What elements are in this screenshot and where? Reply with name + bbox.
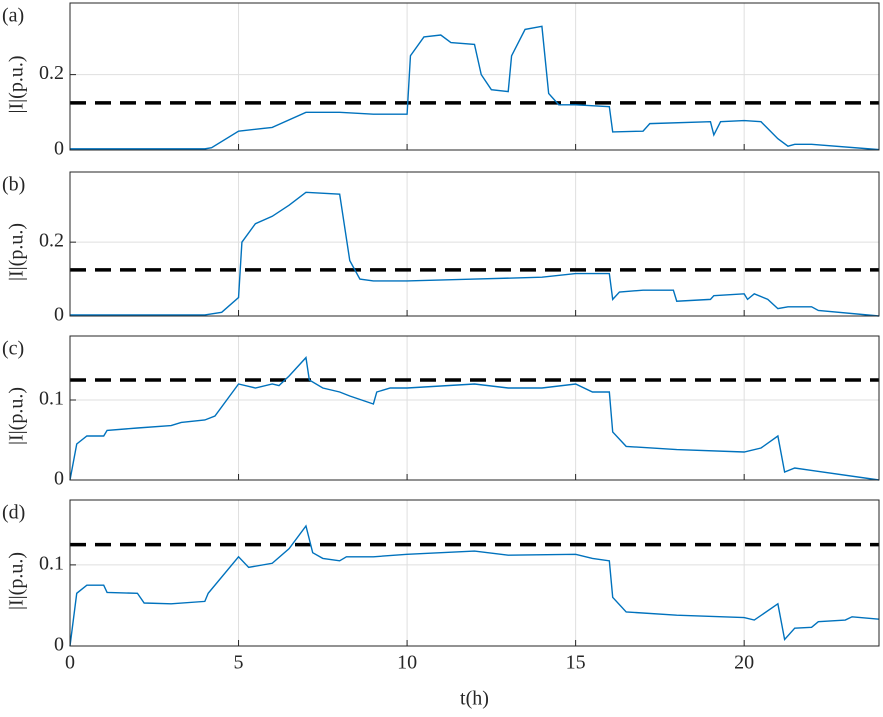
y-axis-label: |I|(p.u.) [6, 552, 28, 610]
data-line [70, 25, 880, 151]
axes-box [69, 2, 880, 151]
panel-label: (b) [2, 174, 25, 196]
x-axis-label: t(h) [460, 688, 489, 710]
y-tick-label: 0 [54, 634, 64, 656]
x-tick-label: 20 [734, 652, 754, 674]
y-axis-label: |I|(p.u.) [6, 223, 28, 281]
panel-label: (d) [2, 502, 25, 524]
y-tick-label: 0 [54, 304, 64, 326]
y-axis-label: |I|(p.u.) [6, 56, 28, 114]
y-tick-label: 0 [54, 138, 64, 160]
y-tick-label: 0 [54, 468, 64, 490]
x-tick-label: 5 [234, 652, 244, 674]
x-tick-label: 15 [566, 652, 586, 674]
x-tick-label: 0 [65, 652, 75, 674]
plot-area [70, 336, 879, 480]
data-line [69, 356, 880, 481]
panel-label: (c) [2, 338, 24, 360]
plot-area [70, 3, 879, 150]
y-axis-label: |I|(p.u.) [6, 387, 28, 445]
panel-label: (a) [2, 5, 24, 27]
data-line [69, 524, 880, 647]
axes-box [69, 171, 880, 317]
y-tick-label: 0.2 [39, 230, 64, 252]
axes-box [69, 499, 880, 647]
axes-box [69, 335, 880, 481]
y-tick-label: 0.2 [39, 62, 64, 84]
data-line [70, 191, 880, 317]
y-tick-label: 0.1 [39, 388, 64, 410]
plot-area [70, 172, 879, 316]
y-tick-label: 0.1 [39, 552, 64, 574]
plot-area [70, 500, 879, 646]
x-tick-label: 10 [397, 652, 417, 674]
